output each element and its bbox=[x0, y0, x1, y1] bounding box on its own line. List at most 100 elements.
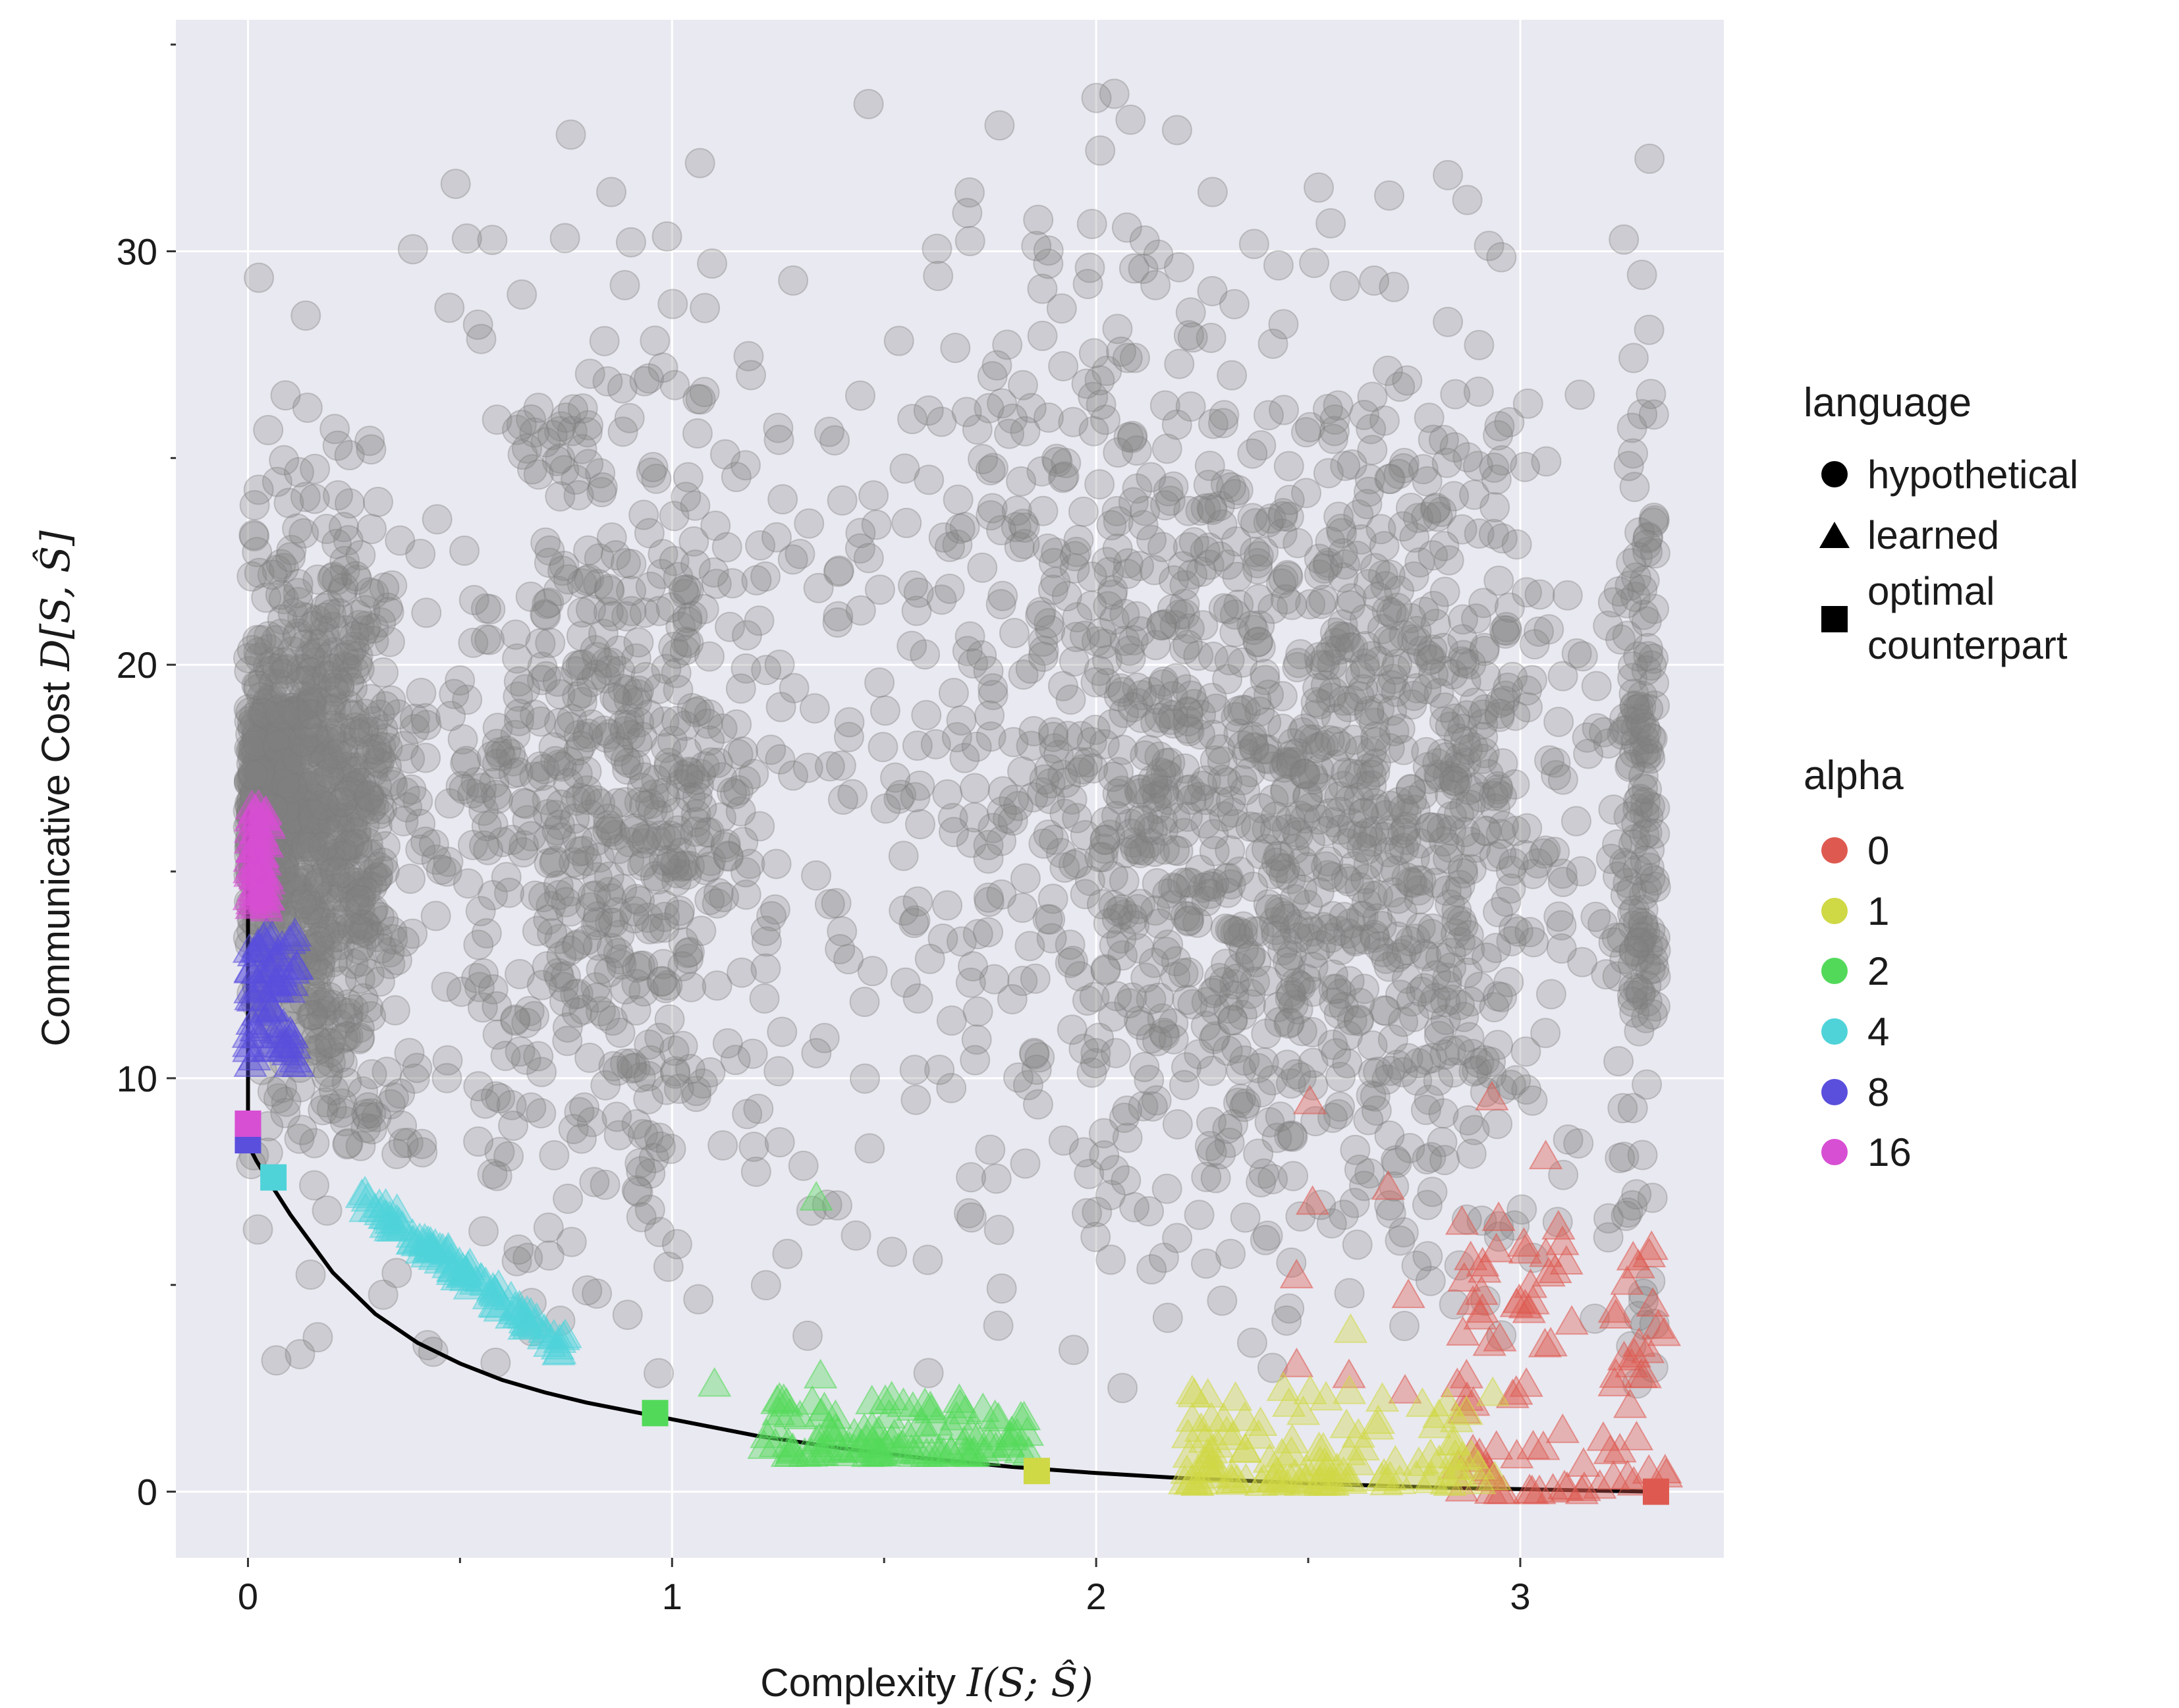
hypothetical-point bbox=[258, 646, 289, 677]
hypothetical-point bbox=[242, 715, 273, 746]
hypothetical-point bbox=[1242, 554, 1273, 585]
hypothetical-point bbox=[626, 1156, 657, 1187]
hypothetical-point bbox=[265, 763, 296, 794]
hypothetical-point bbox=[1038, 721, 1069, 752]
hypothetical-point bbox=[305, 898, 336, 929]
hypothetical-point bbox=[308, 743, 339, 774]
hypothetical-point bbox=[327, 786, 358, 817]
hypothetical-point bbox=[973, 829, 1004, 860]
hypothetical-point bbox=[702, 970, 732, 1001]
hypothetical-point bbox=[1175, 391, 1206, 422]
hypothetical-point bbox=[462, 309, 493, 340]
hypothetical-point bbox=[1357, 435, 1388, 466]
hypothetical-point bbox=[272, 736, 303, 767]
hypothetical-point bbox=[1080, 1221, 1111, 1252]
hypothetical-point bbox=[902, 730, 933, 761]
hypothetical-point bbox=[1486, 242, 1517, 273]
hypothetical-point bbox=[274, 771, 305, 802]
hypothetical-point bbox=[260, 721, 291, 752]
hypothetical-point bbox=[1602, 829, 1633, 860]
hypothetical-point bbox=[290, 300, 321, 331]
hypothetical-point bbox=[468, 1216, 499, 1247]
hypothetical-point bbox=[1141, 1085, 1172, 1116]
hypothetical-point bbox=[697, 248, 728, 279]
hypothetical-point bbox=[1464, 972, 1495, 1003]
hypothetical-point bbox=[236, 767, 267, 798]
hypothetical-point bbox=[946, 705, 977, 736]
hypothetical-point bbox=[1171, 1052, 1201, 1083]
hypothetical-point bbox=[534, 588, 565, 619]
hypothetical-point bbox=[539, 1140, 570, 1171]
hypothetical-point bbox=[924, 1055, 955, 1086]
hypothetical-point bbox=[1007, 756, 1038, 787]
hypothetical-point bbox=[252, 685, 283, 716]
legend-label-optimal-counterpart-line2: counterpart bbox=[1867, 623, 2068, 667]
hypothetical-point bbox=[1208, 408, 1239, 439]
hypothetical-point bbox=[1059, 541, 1090, 572]
hypothetical-point bbox=[934, 573, 965, 604]
hypothetical-point bbox=[264, 751, 295, 782]
hypothetical-point bbox=[854, 1133, 885, 1164]
hypothetical-point bbox=[1173, 319, 1204, 350]
hypothetical-point bbox=[1028, 828, 1059, 859]
hypothetical-point bbox=[250, 731, 281, 762]
hypothetical-point bbox=[923, 260, 954, 291]
hypothetical-point bbox=[281, 782, 312, 813]
hypothetical-point bbox=[549, 223, 580, 254]
hypothetical-point bbox=[241, 723, 272, 754]
hypothetical-point bbox=[741, 565, 772, 595]
hypothetical-point bbox=[270, 748, 301, 779]
hypothetical-point bbox=[1058, 1335, 1089, 1365]
hypothetical-point bbox=[1096, 510, 1127, 541]
hypothetical-point bbox=[1172, 984, 1203, 1015]
legend-key-alpha-1 bbox=[1821, 898, 1848, 924]
hypothetical-point bbox=[256, 685, 287, 716]
hypothetical-point bbox=[1274, 1293, 1305, 1324]
hypothetical-point bbox=[1184, 1199, 1215, 1230]
hypothetical-point bbox=[253, 748, 284, 779]
hypothetical-point bbox=[1618, 343, 1649, 373]
hypothetical-point bbox=[255, 701, 286, 732]
hypothetical-point bbox=[1639, 503, 1670, 534]
hypothetical-point bbox=[253, 414, 284, 445]
hypothetical-point bbox=[290, 884, 321, 915]
hypothetical-point bbox=[277, 774, 308, 805]
hypothetical-point bbox=[1196, 1136, 1227, 1167]
hypothetical-point bbox=[239, 709, 270, 740]
hypothetical-point bbox=[1464, 1047, 1495, 1078]
hypothetical-point bbox=[316, 694, 346, 725]
hypothetical-point bbox=[680, 549, 711, 580]
hypothetical-point bbox=[548, 972, 579, 1003]
hypothetical-point bbox=[750, 953, 781, 984]
hypothetical-point bbox=[765, 692, 796, 723]
hypothetical-point bbox=[1429, 576, 1460, 607]
hypothetical-point bbox=[1152, 1302, 1183, 1333]
hypothetical-point bbox=[356, 785, 387, 815]
hypothetical-point bbox=[1023, 204, 1054, 235]
hypothetical-point bbox=[911, 700, 942, 730]
hypothetical-point bbox=[1312, 393, 1343, 424]
hypothetical-point bbox=[1348, 798, 1379, 829]
hypothetical-point bbox=[358, 613, 389, 644]
hypothetical-point bbox=[348, 713, 379, 744]
hypothetical-point bbox=[593, 957, 624, 988]
hypothetical-point bbox=[354, 426, 385, 456]
hypothetical-point bbox=[1224, 856, 1255, 887]
hypothetical-point bbox=[1129, 1051, 1160, 1082]
hypothetical-point bbox=[902, 886, 933, 917]
hypothetical-point bbox=[1134, 1196, 1165, 1226]
hypothetical-point bbox=[772, 1238, 803, 1269]
hypothetical-point bbox=[250, 721, 281, 752]
hypothetical-point bbox=[354, 919, 385, 950]
hypothetical-point bbox=[470, 1088, 501, 1119]
hypothetical-point bbox=[303, 793, 334, 824]
hypothetical-point bbox=[566, 597, 597, 628]
hypothetical-point bbox=[241, 670, 272, 701]
hypothetical-point bbox=[283, 456, 314, 487]
hypothetical-point bbox=[262, 776, 292, 807]
hypothetical-point bbox=[275, 777, 306, 808]
hypothetical-point bbox=[1035, 904, 1066, 935]
hypothetical-point bbox=[1543, 706, 1574, 737]
hypothetical-point bbox=[345, 885, 376, 916]
hypothetical-point bbox=[555, 119, 586, 150]
